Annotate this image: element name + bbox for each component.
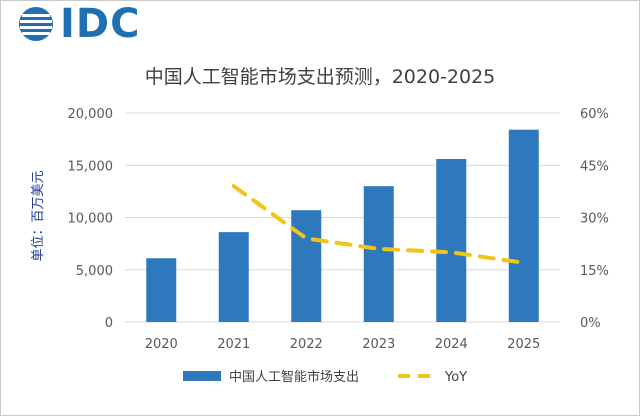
logo-text: IDC — [60, 1, 141, 47]
x-tick-label: 2022 — [290, 337, 323, 352]
x-tick-label: 2025 — [507, 337, 540, 352]
x-tick-label: 2024 — [435, 337, 468, 352]
legend-bar-swatch — [183, 371, 221, 381]
yoy-series — [231, 184, 526, 265]
bar — [508, 129, 539, 322]
y2-tick-label: 15% — [580, 264, 609, 279]
y-tick-label: 10,000 — [68, 212, 114, 227]
yoy-line — [231, 184, 526, 265]
bar — [218, 232, 249, 322]
bar — [291, 210, 322, 322]
y-tick-label: 20,000 — [68, 107, 114, 122]
y-tick-label: 0 — [105, 316, 113, 331]
y-tick-label: 15,000 — [68, 159, 114, 174]
bar — [436, 158, 467, 322]
x-tick-label: 2023 — [362, 337, 395, 352]
legend: 中国人工智能市场支出 YoY — [183, 369, 467, 385]
axis-ticks: 0 5,000 10,000 15,000 20,000 0% 15% 30% 45% 60% 20… — [68, 107, 609, 352]
bar-series — [146, 129, 539, 322]
y2-tick-label: 45% — [580, 159, 609, 174]
y-tick-label: 5,000 — [76, 264, 113, 279]
x-tick-label: 2020 — [145, 337, 178, 352]
y2-tick-label: 60% — [580, 107, 609, 122]
chart-title: 中国人工智能市场支出预测，2020-2025 — [145, 66, 496, 88]
x-tick-label: 2021 — [217, 337, 250, 352]
globe-icon — [19, 7, 53, 41]
bar — [363, 186, 394, 322]
gridlines — [125, 112, 560, 323]
y2-tick-label: 0% — [580, 316, 601, 331]
legend-label-yoy: YoY — [444, 370, 467, 385]
bar — [146, 258, 177, 322]
y-axis-title: 单位：百万美元 — [31, 170, 46, 261]
legend-label-spending: 中国人工智能市场支出 — [229, 369, 359, 385]
y2-tick-label: 30% — [580, 212, 609, 227]
idc-logo: IDC — [18, 1, 141, 47]
